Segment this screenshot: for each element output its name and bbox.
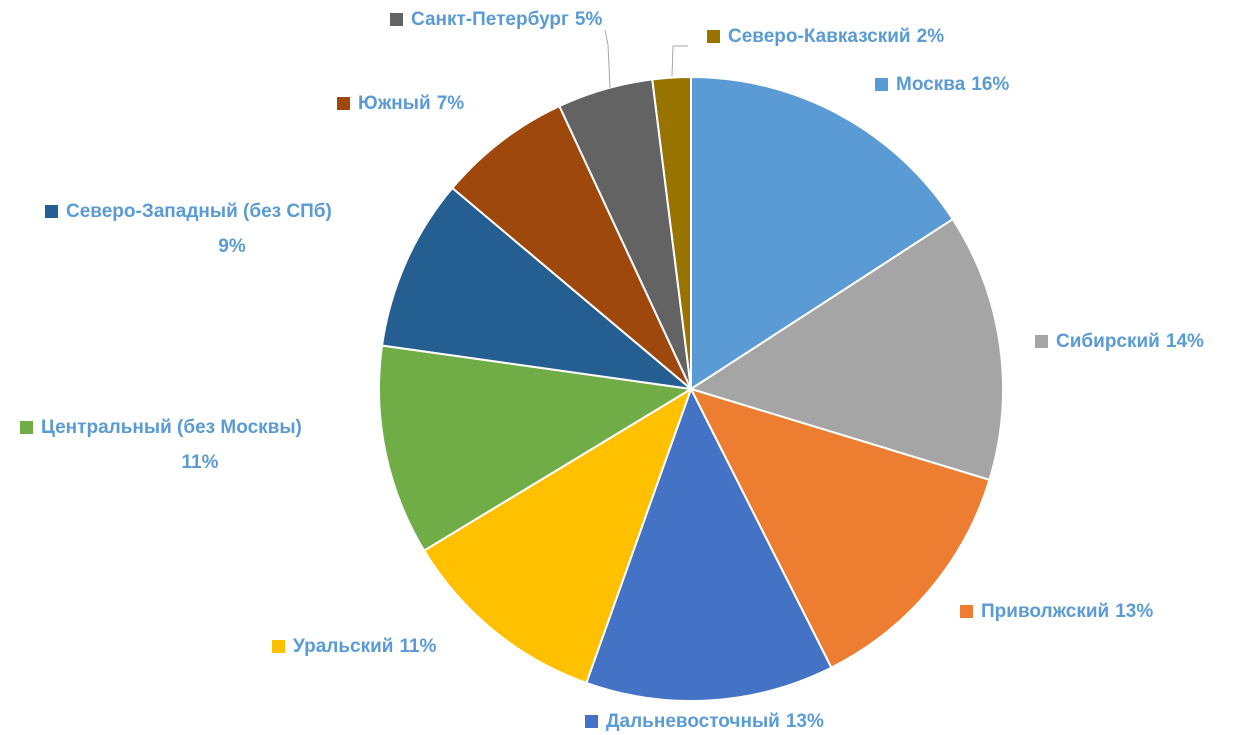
category-name: Уральский: [293, 636, 393, 657]
data-label: Северо-Кавказский 2%: [728, 26, 944, 47]
legend-marker: [20, 421, 33, 434]
data-label: Южный 7%: [358, 93, 464, 114]
pie-slice: [688, 217, 1004, 482]
category-name: Центральный (без Москвы): [41, 417, 302, 438]
pie-slice: [689, 387, 991, 669]
value-label: 5%: [575, 9, 603, 30]
value-label: 13%: [1115, 601, 1153, 622]
value-label: 16%: [971, 74, 1009, 95]
category-name: Москва: [896, 74, 966, 95]
pie-slice: [651, 75, 692, 390]
pie-slice: [422, 386, 693, 685]
value-label: 11%: [182, 452, 219, 473]
value-label: 11%: [399, 636, 436, 657]
leader-line: [604, 29, 611, 89]
data-label: Центральный (без Москвы): [41, 417, 302, 438]
legend-marker: [272, 640, 285, 653]
legend-marker: [390, 13, 403, 26]
data-label: Сибирский 14%: [1056, 331, 1204, 352]
category-name: Северо-Западный (без СПб): [66, 201, 332, 222]
value-label: 7%: [437, 93, 465, 114]
data-label: Москва 16%: [896, 74, 1009, 95]
data-label: Приволжский 13%: [981, 601, 1153, 622]
legend-marker: [45, 205, 58, 218]
category-name: Приволжский: [981, 601, 1109, 622]
category-name: Дальневосточный: [606, 711, 780, 732]
legend-marker: [1035, 335, 1048, 348]
legend-marker: [960, 605, 973, 618]
category-name: Санкт-Петербург: [411, 9, 569, 30]
value-label: 9%: [218, 236, 246, 257]
category-name: Северо-Кавказский: [728, 26, 911, 47]
legend-marker: [585, 715, 598, 728]
data-label: Уральский 11%: [293, 636, 437, 657]
category-name: Сибирский: [1056, 331, 1160, 352]
pie-slice: [450, 104, 692, 390]
pie-slice: [378, 344, 694, 552]
pie-slice: [690, 75, 955, 391]
legend-marker: [875, 78, 888, 91]
leader-line: [671, 45, 688, 77]
data-label: Санкт-Петербург 5%: [411, 9, 602, 30]
data-label: Северо-Западный (без СПб): [66, 201, 332, 222]
pie-slice: [585, 386, 833, 702]
data-label: Дальневосточный 13%: [606, 711, 824, 732]
legend-marker: [707, 30, 720, 43]
value-label: 2%: [917, 26, 945, 47]
pie-slice: [380, 186, 695, 391]
category-name: Южный: [358, 93, 431, 114]
value-label: 13%: [786, 711, 824, 732]
value-label: 14%: [1166, 331, 1204, 352]
legend-marker: [337, 97, 350, 110]
